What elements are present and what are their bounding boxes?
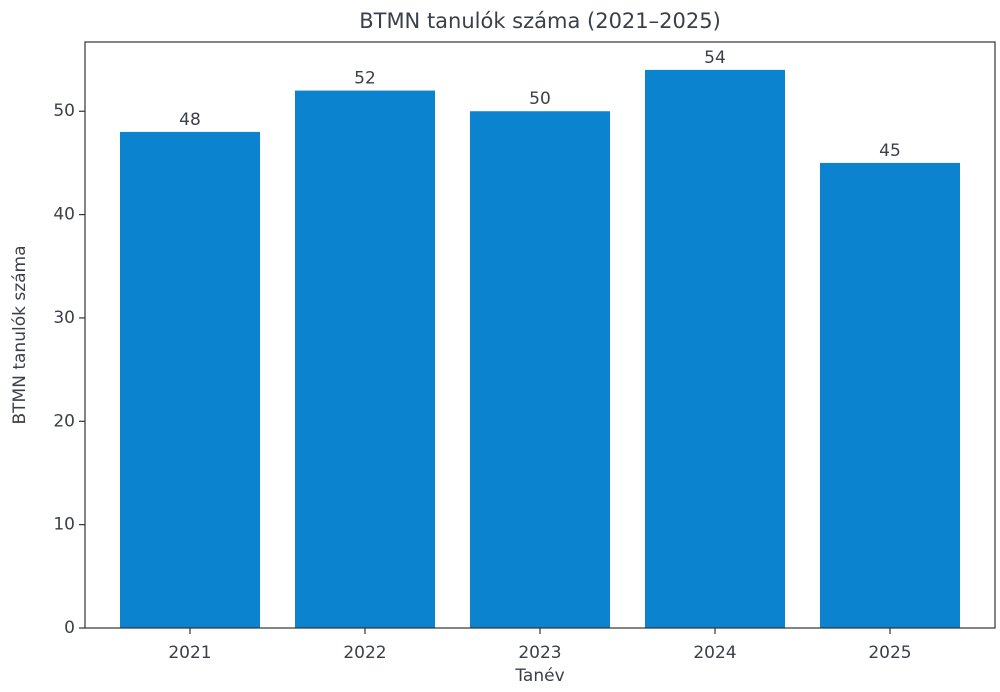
y-tick-label: 0 bbox=[64, 618, 75, 638]
y-tick-label: 40 bbox=[53, 205, 75, 225]
x-tick-label: 2024 bbox=[693, 643, 736, 663]
x-tick-label: 2025 bbox=[868, 643, 911, 663]
chart-title: BTMN tanulók száma (2021–2025) bbox=[359, 9, 721, 33]
plot-frame bbox=[84, 41, 996, 629]
bar bbox=[295, 90, 435, 629]
data-label: 54 bbox=[704, 48, 726, 68]
y-tick-label: 20 bbox=[53, 411, 75, 431]
bar bbox=[120, 131, 260, 628]
x-tick-label: 2021 bbox=[168, 643, 211, 663]
x-tick-label: 2022 bbox=[343, 643, 386, 663]
y-tick-label: 50 bbox=[53, 101, 75, 121]
bar bbox=[470, 111, 610, 629]
bar bbox=[820, 162, 960, 628]
y-tick-label: 30 bbox=[53, 308, 75, 328]
data-label: 48 bbox=[179, 110, 201, 130]
x-tick-label: 2023 bbox=[518, 643, 561, 663]
y-axis-label: BTMN tanulók száma bbox=[10, 245, 30, 424]
data-label: 50 bbox=[529, 89, 551, 109]
data-label: 52 bbox=[354, 69, 376, 89]
bar bbox=[645, 69, 785, 628]
data-label: 45 bbox=[879, 141, 901, 161]
x-axis-label: Tanév bbox=[514, 666, 564, 686]
y-tick-label: 10 bbox=[53, 515, 75, 535]
